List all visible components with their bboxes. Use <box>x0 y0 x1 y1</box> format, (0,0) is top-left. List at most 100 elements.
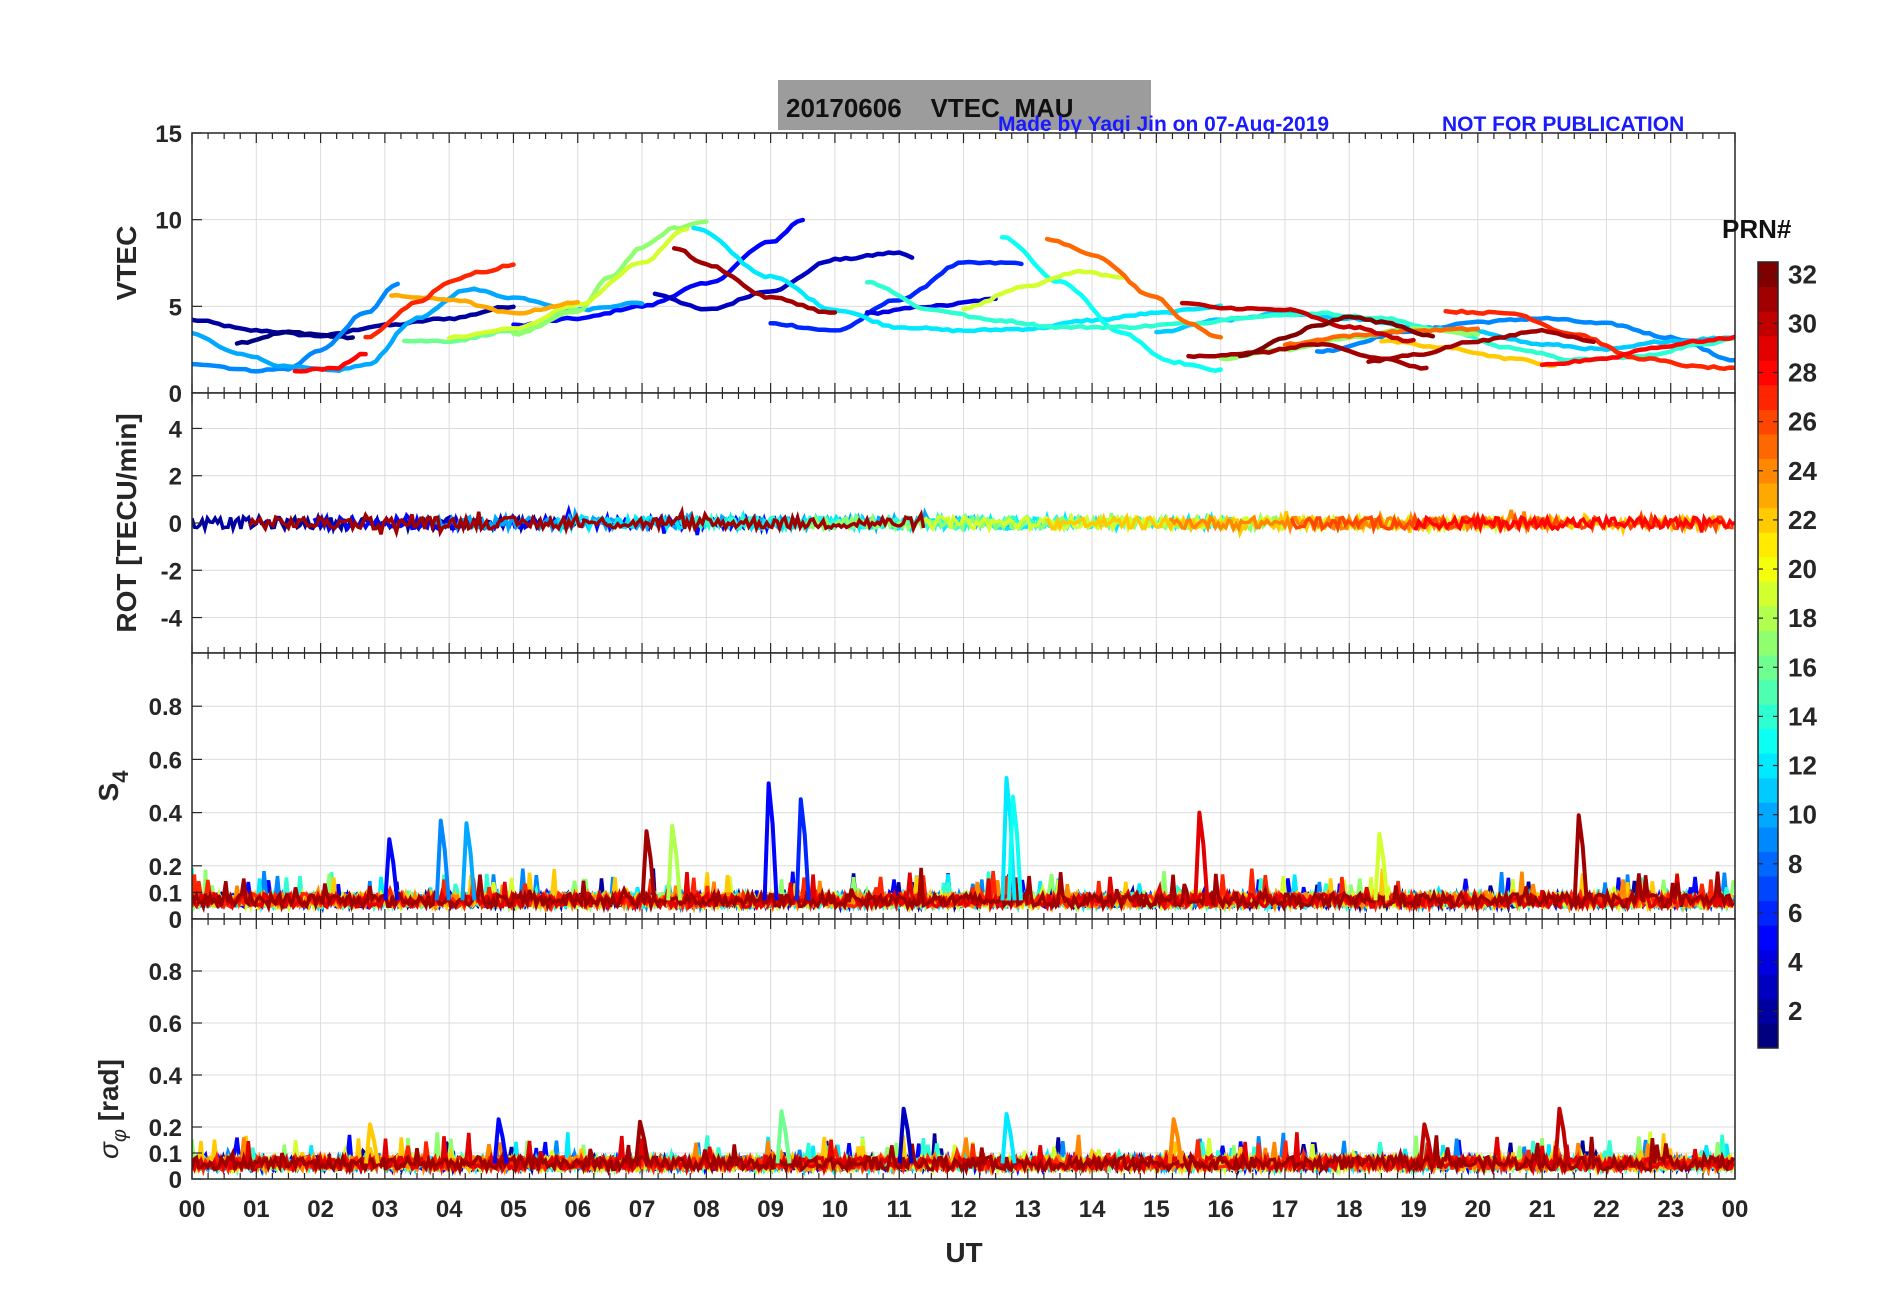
y-tick-label: 0 <box>169 907 182 934</box>
colorbar-block <box>1758 262 1778 288</box>
colorbar-block <box>1758 532 1778 558</box>
spike-prn-31 <box>634 1119 651 1164</box>
y-tick-label: -4 <box>161 606 183 633</box>
y-tick-label: 10 <box>155 208 182 235</box>
vtec-series-prn-28 <box>292 351 368 374</box>
spike-prn-29 <box>1193 810 1210 901</box>
y-tick-label: 0.8 <box>149 694 182 721</box>
vtec-series-prn-17 <box>511 219 709 337</box>
colorbar-tick-label: 26 <box>1788 407 1817 437</box>
data-layer <box>192 1106 1735 1177</box>
panel-s4: 00.10.2 0.4 0.6 0.8 S4 <box>93 652 1736 934</box>
x-tick-label: 21 <box>1529 1196 1556 1223</box>
spike-prn-22 <box>364 1122 380 1164</box>
x-ticks <box>191 919 1736 1179</box>
y-tick-label: 2 <box>169 464 182 491</box>
x-tick-label: 23 <box>1657 1196 1684 1223</box>
rot-series-prn-31 <box>248 505 926 539</box>
colorbar-block <box>1758 605 1778 631</box>
vtec-series-prn-31 <box>1366 327 1596 364</box>
vtec-series-prn-1 <box>234 329 355 346</box>
colorbar-block <box>1758 286 1778 312</box>
colorbar-tick-label: 14 <box>1788 701 1817 731</box>
x-tick-label: 08 <box>693 1196 720 1223</box>
y-axis-label: S4 <box>93 770 133 802</box>
y-tick-label: 5 <box>169 294 182 321</box>
y-axis-label: ROT [TECU/min] <box>111 413 142 632</box>
colorbar-block <box>1758 483 1778 509</box>
panel-sigma-phi: 00.10.2 0.4 0.6 0.8 σφ [rad] <box>93 918 1736 1194</box>
y-tick-label: 0.1 <box>149 880 182 907</box>
vtec-series-prn-5 <box>511 217 806 329</box>
vtec-series-prn-31 <box>671 246 838 315</box>
vtec-series-prn-27 <box>363 262 516 340</box>
spike-prn-16 <box>775 1109 792 1164</box>
data-layer <box>192 217 1735 374</box>
x-tick-label: 02 <box>307 1196 334 1223</box>
data-layer <box>192 504 1735 539</box>
vtec-series-prn-12 <box>691 225 1223 334</box>
x-tick-label: 09 <box>757 1196 784 1223</box>
colorbar-tick-label: 32 <box>1788 259 1817 289</box>
colorbar-block <box>1758 753 1778 779</box>
colorbar-block <box>1758 900 1778 926</box>
spike-prn-31 <box>640 829 657 901</box>
rot-series-prn-28 <box>1413 510 1735 535</box>
y-tick-label: 0.4 <box>149 801 183 828</box>
colorbar-block <box>1758 433 1778 459</box>
spike-prn-5 <box>762 781 779 901</box>
spike-prn-30 <box>1553 1106 1570 1164</box>
spike-prn-3 <box>897 1106 914 1164</box>
y-tick-label: 4 <box>169 416 183 443</box>
panel-rot: -4 -2 0 2 4 ROT [TECU/min] <box>111 392 1736 654</box>
x-ticks <box>191 393 1736 653</box>
x-tick-label: 00 <box>179 1196 206 1223</box>
colorbar-block <box>1758 876 1778 902</box>
colorbar-tick-label: 6 <box>1788 898 1802 928</box>
spike-prn-9 <box>434 818 451 901</box>
vtec-series-prn-25 <box>1044 236 1223 340</box>
x-tick-labels: 00 01 02 03 04 05 06 07 08 09 10 11 12 13 14 15 16 17 18 19… <box>179 1196 1749 1223</box>
spike-prn-12 <box>1000 1112 1017 1164</box>
y-tick-label: 0.6 <box>149 747 182 774</box>
y-axis-label: σφ [rad] <box>93 1059 131 1159</box>
vtec-series-prn-19 <box>446 226 690 341</box>
colorbar-tick-label: 2 <box>1788 996 1802 1026</box>
colorbar-tick-label: 18 <box>1788 603 1817 633</box>
spike-prn-24 <box>1167 1117 1184 1164</box>
vtec-series-prn-23 <box>389 292 581 316</box>
colorbar-block <box>1758 384 1778 410</box>
vtec-series-prn-27 <box>1443 308 1735 372</box>
spike-prn-13 <box>1006 794 1023 901</box>
vtec-series-prn-16 <box>401 307 581 345</box>
credit-text: Made by Yaqi Jin on 07-Aug-2019 <box>998 113 1329 136</box>
colorbar-title: PRN# <box>1722 214 1792 244</box>
chart-title: 20170606 VTEC MAU <box>786 93 1074 123</box>
x-tick-label: 17 <box>1272 1196 1299 1223</box>
background-series-prn-31 <box>192 1135 1735 1177</box>
x-tick-label: 16 <box>1207 1196 1234 1223</box>
colorbar-block <box>1758 998 1778 1024</box>
vtec-series-prn-3 <box>652 250 915 312</box>
y-tick-label: 15 <box>155 121 182 148</box>
colorbar-block <box>1758 925 1778 951</box>
y-tick-label: 0.2 <box>149 854 182 881</box>
spike-prn-5 <box>383 837 400 901</box>
colorbar-block <box>1758 679 1778 705</box>
title-box <box>778 80 1151 130</box>
colorbar-tick-label: 24 <box>1788 456 1817 486</box>
x-tick-label: 05 <box>500 1196 527 1223</box>
colorbar-tick-label: 20 <box>1788 554 1817 584</box>
vtec-series-prn-32 <box>1237 314 1436 359</box>
notice-text: NOT FOR PUBLICATION <box>1442 113 1684 136</box>
y-tick-label: 0.2 <box>149 1115 182 1142</box>
y-tick-label: 0.6 <box>149 1011 182 1038</box>
colorbar-tick-label: 28 <box>1788 358 1817 388</box>
y-tick-label: 0.4 <box>149 1063 183 1090</box>
colorbar-block <box>1758 507 1778 533</box>
colorbar-block <box>1758 949 1778 975</box>
colorbar-block <box>1758 851 1778 877</box>
spike-prn-30 <box>1418 1122 1435 1164</box>
